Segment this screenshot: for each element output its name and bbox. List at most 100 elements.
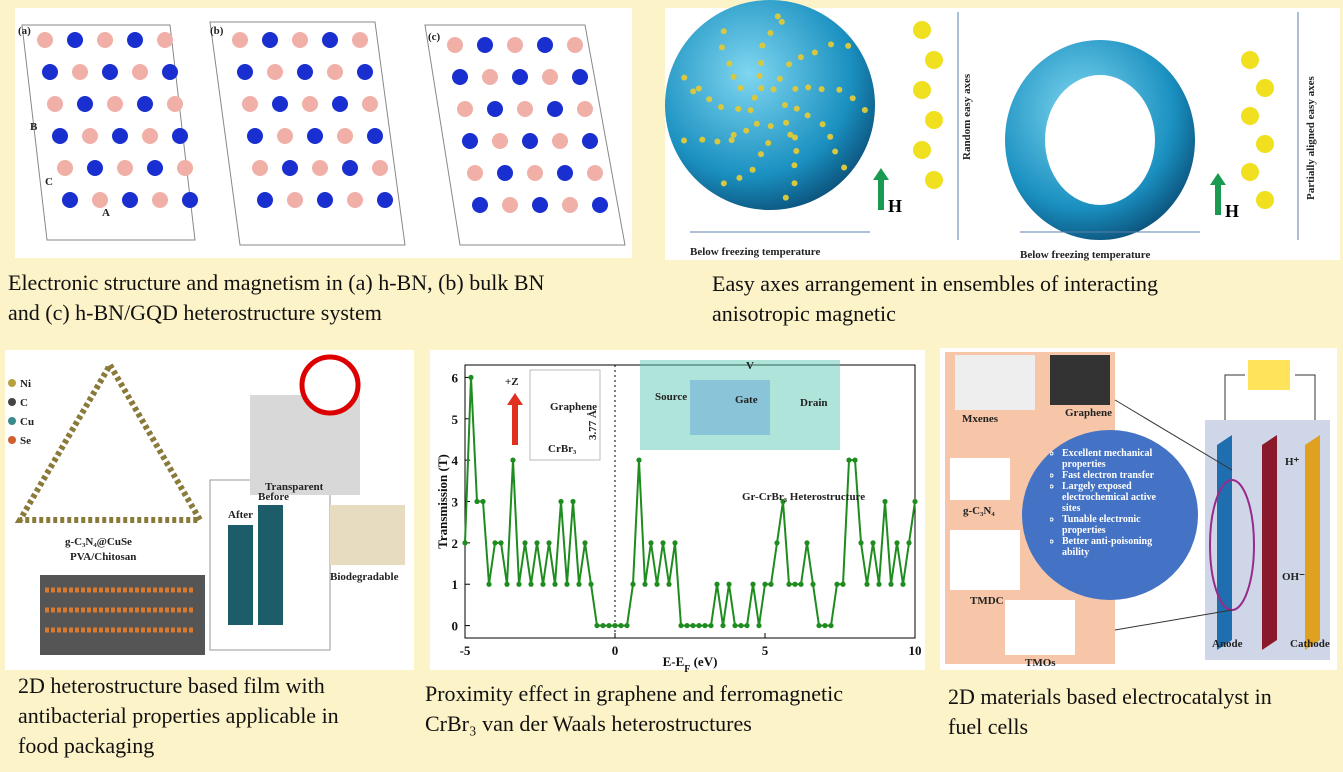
label: Biodegradable [330,571,399,583]
data-point [540,581,546,587]
particle [756,72,763,79]
atom [547,101,563,117]
atom [182,192,198,208]
atom [587,165,603,181]
data-point [462,540,468,546]
bullet: Fast electron transfer [1062,470,1175,481]
data-point [744,622,750,629]
data-point [516,581,522,587]
data-point [690,622,696,629]
data-point [678,622,684,629]
particle [718,44,725,51]
particle [811,49,818,56]
bullet: Tunable electronic properties [1062,514,1175,536]
y-tick-label: 5 [452,412,459,427]
atom [522,133,538,149]
atom [37,32,53,48]
atom [477,37,493,53]
atom [507,37,523,53]
atom [592,197,608,213]
data-point [510,457,516,463]
label: Gr-CrBr₃ Heterostructure [742,491,865,503]
data-point [786,581,792,587]
atom [112,128,128,144]
data-point [726,581,732,587]
atom [562,197,578,213]
data-point [840,581,846,587]
data-point [660,540,666,546]
atom [107,96,123,112]
legend-dot [8,379,16,387]
atom [242,96,258,112]
particle [849,95,856,102]
particle [726,60,733,67]
data-point [738,622,744,629]
data-point [630,581,636,587]
atom [482,69,498,85]
label: Anode [1212,638,1243,650]
label: Mxenes [962,413,999,425]
atom [287,192,303,208]
atom [267,64,283,80]
atom [497,165,513,181]
panel-film: Ni C Cu Se g-C₃N₄@CuSe PVA/Chitosan Transpa… [5,350,414,670]
label: C [45,176,53,188]
particle [925,51,943,69]
legend-dot [8,417,16,425]
data-point [756,622,762,629]
label: H⁺ [1285,456,1300,468]
particle [805,84,812,91]
particle [841,164,848,171]
data-point [732,622,738,629]
label: PVA/Chitosan [70,551,136,563]
label: H [1225,201,1239,221]
atom [517,101,533,117]
particle [758,59,765,66]
atom [512,69,528,85]
label: Below freezing temperature [1020,249,1150,261]
caption-line: 2D materials based electrocatalyst in [948,684,1272,709]
label: Random easy axes [961,73,973,160]
particle [743,127,750,134]
data-point [750,581,756,587]
particle [706,96,713,103]
y-tick-label: 1 [452,577,459,592]
bullet-list: Excellent mechanical propertiesFast elec… [1050,448,1175,558]
data-point [654,581,660,587]
particle [749,166,756,173]
label: Drain [800,397,828,409]
particle [913,21,931,39]
label: Transparent [265,481,324,493]
particle [913,141,931,159]
atom [117,160,133,176]
data-point [576,581,582,587]
particle [774,13,781,20]
atom [82,128,98,144]
atom [532,197,548,213]
data-point [672,540,678,546]
atom [162,64,178,80]
data-point [702,622,708,629]
data-point [900,581,906,587]
particle [836,86,843,93]
data-point [570,498,576,505]
particle [845,42,852,49]
data-point [492,540,498,546]
particle [925,171,943,189]
label: TMOs [1025,657,1056,669]
atom [322,32,338,48]
atom [77,96,93,112]
data-point [480,498,486,505]
particle [770,86,777,93]
particle [690,88,697,95]
atom [572,69,588,85]
particle [861,107,868,114]
atom [302,96,318,112]
particle [793,148,800,155]
data-point [696,622,702,629]
data-point [762,581,768,587]
atom [557,165,573,181]
caption-line: Proximity effect in graphene and ferroma… [425,681,843,706]
